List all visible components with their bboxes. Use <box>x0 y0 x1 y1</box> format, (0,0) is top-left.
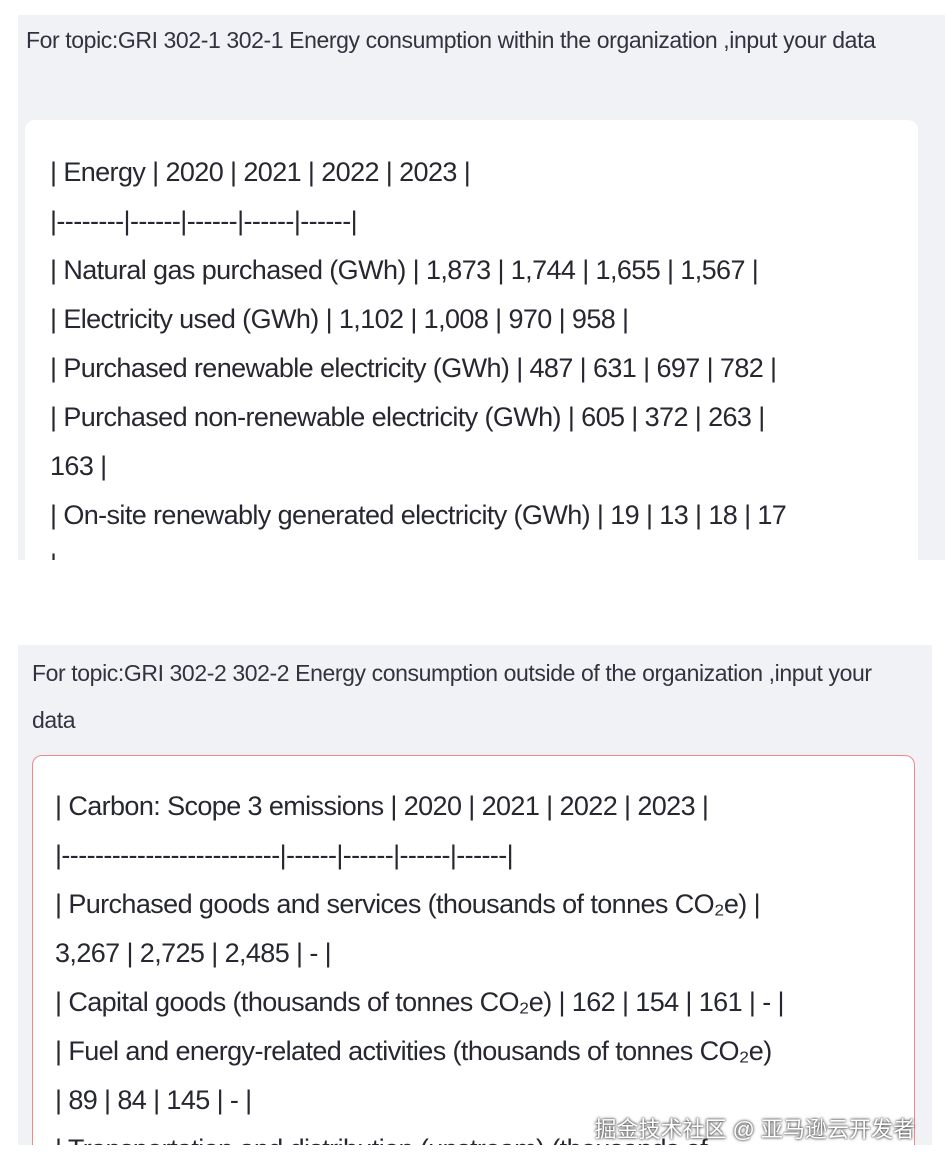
text-line: 3,267 | 2,725 | 2,485 | - | <box>55 938 332 968</box>
text-area[interactable]: | Energy | 2020 | 2021 | 2022 | 2023 | |-… <box>25 120 918 560</box>
text-line: | Purchased goods and services (thousand… <box>55 889 761 919</box>
text-line: | Energy | 2020 | 2021 | 2022 | 2023 | <box>50 157 471 187</box>
panel-label: For topic:GRI 302-1 302-1 Energy consump… <box>26 27 876 53</box>
text-area[interactable]: | Carbon: Scope 3 emissions | 2020 | 202… <box>32 755 915 1145</box>
text-line: |--------|------|------|------|------| <box>50 206 358 236</box>
text-line: | 89 | 84 | 145 | - | <box>55 1085 252 1115</box>
text-line: | Purchased renewable electricity (GWh) … <box>50 353 777 383</box>
text-line: | <box>50 540 918 560</box>
text-line: | On-site renewably generated electricit… <box>50 500 787 530</box>
text-line: | Fuel and energy-related activities (th… <box>55 1036 772 1066</box>
text-line: | Transportation and distribution (upstr… <box>55 1125 914 1145</box>
text-line: |--------------------------|------|-----… <box>55 840 514 870</box>
text-line: | Capital goods (thousands of tonnes CO₂… <box>55 987 785 1017</box>
input-panel: For topic:GRI 302-2 302-2 Energy consump… <box>18 645 932 1145</box>
text-line: | Carbon: Scope 3 emissions | 2020 | 202… <box>55 791 709 821</box>
text-line: | Electricity used (GWh) | 1,102 | 1,008… <box>50 304 629 334</box>
input-panel: For topic:GRI 302-1 302-1 Energy consump… <box>18 15 945 560</box>
text-line: | Natural gas purchased (GWh) | 1,873 | … <box>50 255 759 285</box>
text-line: 163 | <box>50 451 107 481</box>
watermark: 掘金技术社区 @ 亚马逊云开发者 <box>594 1117 915 1142</box>
panel-label: For topic:GRI 302-2 302-2 Energy consump… <box>32 660 872 733</box>
text-line: | Purchased non-renewable electricity (G… <box>50 402 765 432</box>
